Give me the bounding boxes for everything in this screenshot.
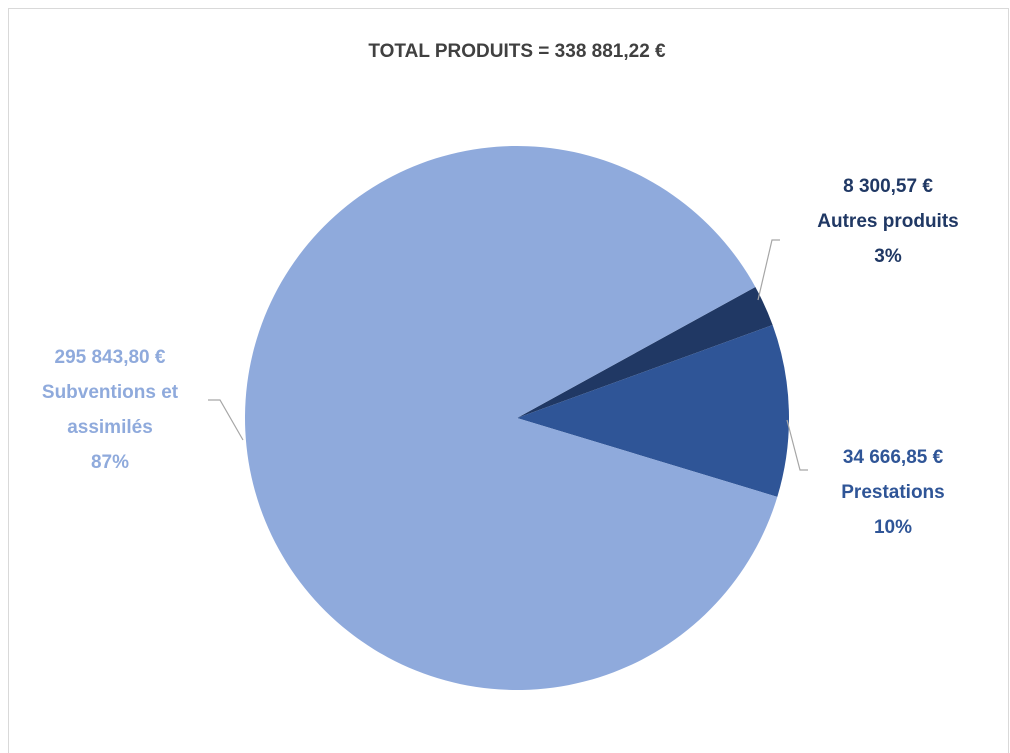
pie-slice [244,145,778,690]
category-label: Prestations [841,482,944,503]
percent-label: 87% [91,452,129,473]
percent-label: 10% [874,517,912,538]
value-label: 34 666,85 € [843,447,944,468]
leader-line [757,239,780,301]
category-label: Autres produits [817,211,958,232]
value-label: 8 300,57 € [843,176,933,197]
percent-label: 3% [874,246,902,267]
leader-line [786,419,808,471]
category-label: Subventions et assimilés [42,382,179,438]
pie-slice [517,325,789,497]
chart-title: TOTAL PRODUITS = 338 881,22 € [368,41,666,62]
category-label-line: assimilés [67,417,153,438]
category-label-line: Subventions et [42,382,179,403]
leader-line [208,399,244,441]
pie-slice [517,286,773,418]
value-label: 295 843,80 € [55,347,166,368]
